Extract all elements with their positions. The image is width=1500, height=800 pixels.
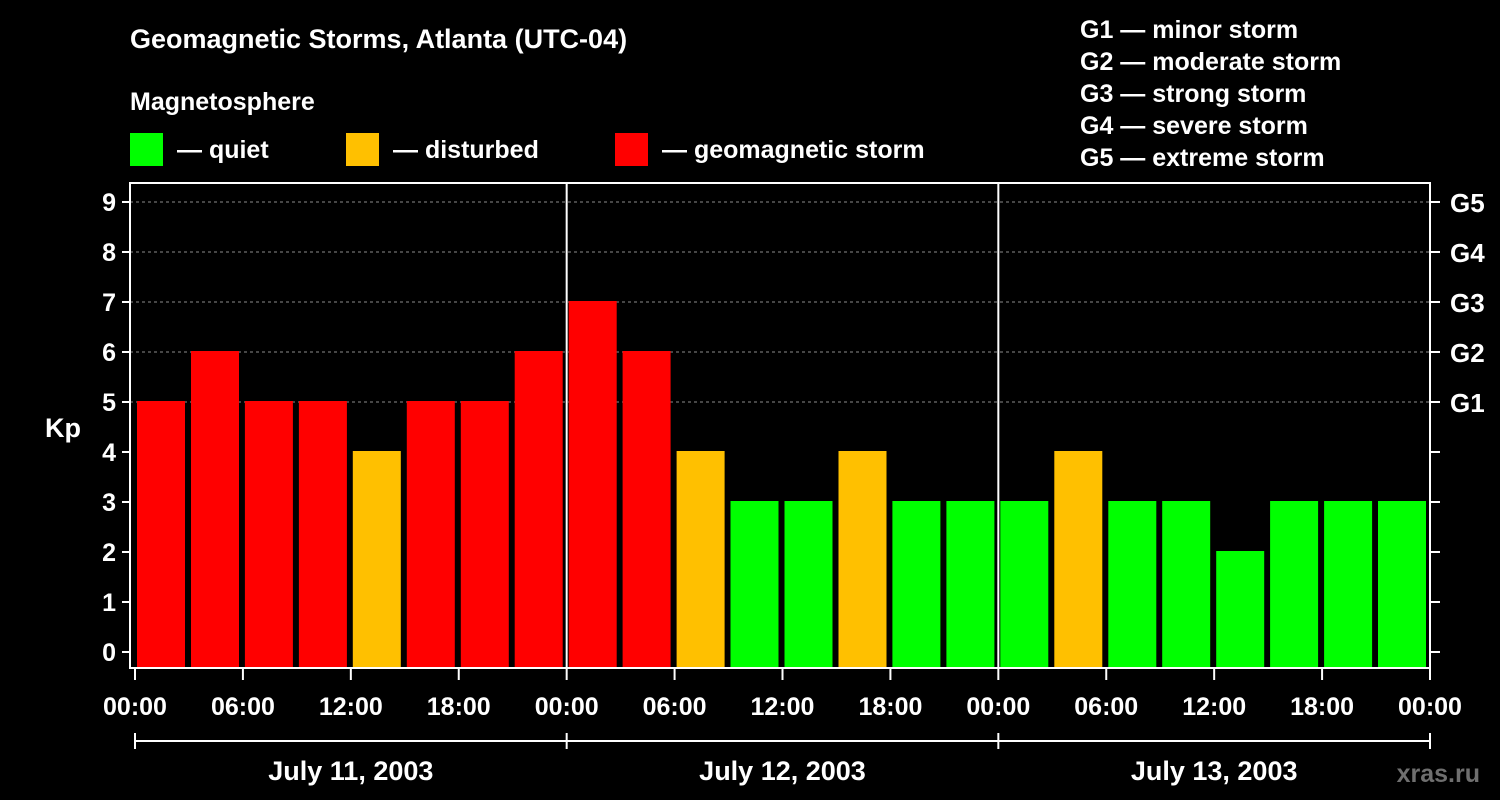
storm-scale-g4: G4 — severe storm	[1080, 112, 1308, 140]
right-axis-ticks: G1 G2 G3 G4 G5	[1430, 188, 1485, 653]
storm-scale-g5: G5 — extreme storm	[1080, 144, 1325, 172]
x-axis-ticks: 00:00 06:00 12:00 18:00 00:00 06:00 12:00 18:00…	[103, 668, 1462, 721]
kp-bar	[514, 351, 563, 668]
y-axis-ticks: 0 1 2 3 4 5 6 7 8 9	[102, 189, 130, 667]
right-tick-label: G3	[1450, 288, 1485, 318]
kp-bar	[406, 401, 455, 668]
storm-scale-g3: G3 — strong storm	[1080, 80, 1306, 108]
storm-scale-g2: G2 — moderate storm	[1080, 48, 1341, 76]
x-tick-label: 00:00	[966, 693, 1030, 721]
watermark: xras.ru	[1397, 760, 1480, 788]
x-tick-label: 00:00	[535, 693, 599, 721]
kp-bar	[676, 451, 725, 668]
kp-bar	[1216, 551, 1265, 668]
legend-label-quiet: — quiet	[177, 136, 269, 164]
y-tick-label: 8	[102, 239, 116, 267]
storm-scale-list: G1 — minor storm G2 — moderate storm G3 …	[1080, 16, 1341, 172]
y-tick-label: 4	[102, 439, 116, 467]
y-tick-label: 0	[102, 639, 116, 667]
x-tick-label: 06:00	[211, 693, 275, 721]
legend-heading: Magnetosphere	[130, 88, 315, 116]
legend-label-storm: — geomagnetic storm	[662, 136, 925, 164]
kp-bar	[892, 501, 941, 668]
kp-bar	[137, 401, 185, 668]
right-tick-label: G5	[1450, 188, 1485, 218]
x-tick-label: 00:00	[1398, 693, 1462, 721]
x-tick-label: 12:00	[319, 693, 383, 721]
kp-bar	[244, 401, 293, 668]
plot-frame	[129, 182, 1431, 669]
kp-bar	[1054, 451, 1103, 668]
kp-bar	[1270, 501, 1319, 668]
right-tick-label: G1	[1450, 388, 1485, 418]
kp-bar	[784, 501, 833, 668]
kp-bar	[1324, 501, 1373, 668]
kp-bar	[946, 501, 995, 668]
right-tick-label: G2	[1450, 338, 1485, 368]
x-tick-label: 12:00	[1182, 693, 1246, 721]
y-tick-label: 9	[102, 189, 116, 217]
y-tick-label: 7	[102, 289, 116, 317]
legend-swatch-storm	[615, 133, 648, 166]
kp-bar	[568, 301, 617, 668]
day-label: July 13, 2003	[1131, 756, 1298, 786]
kp-bar	[622, 351, 671, 668]
kp-bars	[137, 301, 1426, 668]
legend-swatch-disturbed	[346, 133, 379, 166]
kp-bar	[1108, 501, 1157, 668]
x-tick-label: 06:00	[1074, 693, 1138, 721]
chart-title: Geomagnetic Storms, Atlanta (UTC-04)	[130, 24, 627, 54]
y-tick-label: 6	[102, 339, 116, 367]
x-tick-label: 18:00	[1290, 693, 1354, 721]
kp-bar	[191, 351, 239, 668]
grid-lines	[130, 201, 1430, 403]
y-tick-label: 1	[102, 589, 116, 617]
kp-bar	[838, 451, 887, 668]
right-tick-label: G4	[1450, 238, 1485, 268]
kp-bar	[460, 401, 509, 668]
x-tick-label: 18:00	[858, 693, 922, 721]
storm-scale-g1: G1 — minor storm	[1080, 16, 1298, 44]
plot-border	[129, 182, 1431, 669]
kp-bar	[1162, 501, 1211, 668]
kp-bar	[730, 501, 779, 668]
kp-bar	[1000, 501, 1049, 668]
y-tick-label: 5	[102, 389, 116, 417]
kp-bar	[352, 451, 401, 668]
y-axis-label: Kp	[45, 413, 81, 443]
legend-label-disturbed: — disturbed	[393, 136, 539, 164]
y-tick-label: 3	[102, 489, 116, 517]
day-label: July 12, 2003	[699, 756, 866, 786]
x-tick-label: 18:00	[427, 693, 491, 721]
kp-bar	[298, 401, 347, 668]
y-tick-label: 2	[102, 539, 116, 567]
legend-swatch-quiet	[130, 133, 163, 166]
day-labels: July 11, 2003 July 12, 2003 July 13, 2003	[134, 733, 1431, 786]
day-label: July 11, 2003	[268, 756, 433, 786]
kp-bar	[1378, 501, 1426, 668]
x-tick-label: 06:00	[643, 693, 707, 721]
x-tick-label: 12:00	[751, 693, 815, 721]
x-tick-label: 00:00	[103, 693, 167, 721]
